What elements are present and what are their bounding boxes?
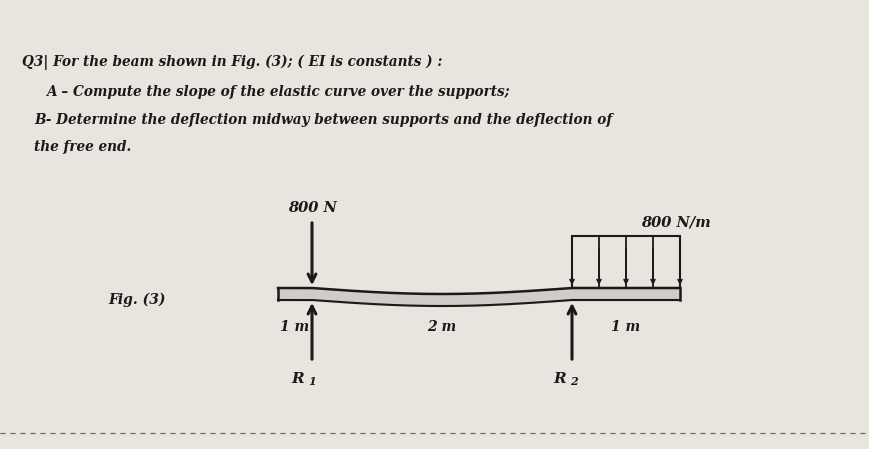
Text: 2: 2 bbox=[569, 376, 577, 387]
Text: 2 m: 2 m bbox=[427, 320, 456, 334]
Text: B- Determine the deflection midway between supports and the deflection of: B- Determine the deflection midway betwe… bbox=[34, 113, 612, 127]
Text: 800 N/m: 800 N/m bbox=[640, 216, 710, 230]
Text: R: R bbox=[553, 372, 566, 386]
Text: A – Compute the slope of the elastic curve over the supports;: A – Compute the slope of the elastic cur… bbox=[46, 85, 509, 99]
Text: 1 m: 1 m bbox=[280, 320, 309, 334]
Bar bbox=[571, 236, 680, 288]
Text: 1 m: 1 m bbox=[611, 320, 640, 334]
Text: R: R bbox=[291, 372, 303, 386]
Text: Fig. (3): Fig. (3) bbox=[108, 293, 165, 307]
Text: the free end.: the free end. bbox=[34, 140, 131, 154]
Text: Q3| For the beam shown in Fig. (3); ( EI is constants ) :: Q3| For the beam shown in Fig. (3); ( EI… bbox=[22, 55, 441, 70]
Text: 1: 1 bbox=[308, 376, 315, 387]
Text: 800 N: 800 N bbox=[288, 201, 336, 215]
